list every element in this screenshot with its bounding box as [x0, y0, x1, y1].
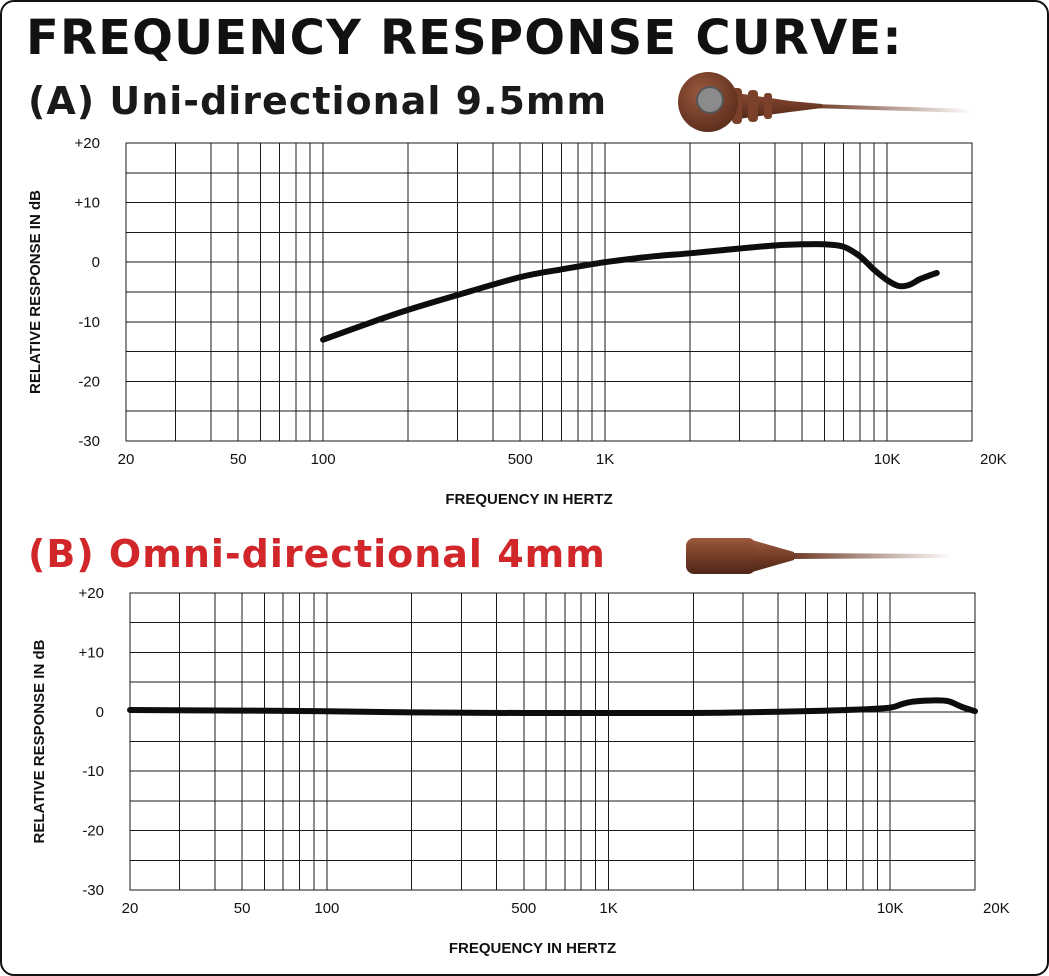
- chart-a: +20 +10 0 -10 -20 -30 20 50 100 500 1K 10K 20K FREQUE…: [27, 135, 1007, 508]
- cardioid-lavalier-mic-icon: [678, 72, 972, 132]
- y-axis-title: RELATIVE RESPONSE IN dB: [27, 190, 44, 394]
- omni-lavalier-mic-icon: [686, 538, 952, 574]
- y-tick-label: +20: [75, 135, 100, 152]
- x-tick-label: 100: [311, 451, 336, 468]
- y-tick-label: 0: [96, 704, 104, 721]
- x-tick-label: 500: [508, 451, 533, 468]
- y-tick-label: -20: [82, 823, 104, 840]
- page-headline: FREQUENCY RESPONSE CURVE:: [26, 10, 903, 66]
- x-tick-label: 1K: [599, 900, 617, 917]
- y-tick-label: +10: [79, 644, 104, 661]
- x-tick-label: 500: [511, 900, 536, 917]
- frequency-response-curve: [320, 241, 940, 343]
- x-tick-label: 50: [230, 451, 247, 468]
- y-tick-label: +20: [79, 585, 104, 602]
- x-axis-title: FREQUENCY IN HERTZ: [445, 491, 612, 508]
- y-axis-title: RELATIVE RESPONSE IN dB: [31, 639, 48, 843]
- x-tick-label: 20K: [983, 900, 1010, 917]
- chart-b: +20 +10 0 -10 -20 -30 20 50 100 500 1K 10K 20K FREQUE…: [31, 585, 1010, 957]
- x-tick-label: 50: [234, 900, 251, 917]
- x-tick-label: 20: [118, 451, 135, 468]
- plot-frame: [125, 142, 973, 442]
- y-tick-label: 0: [92, 254, 100, 271]
- x-tick-label: 100: [314, 900, 339, 917]
- y-tick-label: -10: [82, 763, 104, 780]
- y-tick-label: -30: [78, 433, 100, 450]
- y-tick-label: +10: [75, 195, 100, 212]
- x-tick-label: 20: [122, 900, 139, 917]
- plot-frame: [129, 592, 976, 891]
- chart-b-title: (B) Omni-directional 4mm: [28, 532, 606, 576]
- x-tick-label: 1K: [596, 451, 614, 468]
- x-tick-label: 20K: [980, 451, 1007, 468]
- x-tick-label: 10K: [874, 451, 901, 468]
- chart-a-title: (A) Uni-directional 9.5mm: [28, 79, 608, 123]
- y-tick-label: -10: [78, 314, 100, 331]
- y-tick-label: -30: [82, 882, 104, 899]
- y-tick-label: -20: [78, 373, 100, 390]
- x-axis-title: FREQUENCY IN HERTZ: [449, 940, 616, 957]
- frequency-response-curve: [127, 697, 978, 717]
- x-tick-label: 10K: [877, 900, 904, 917]
